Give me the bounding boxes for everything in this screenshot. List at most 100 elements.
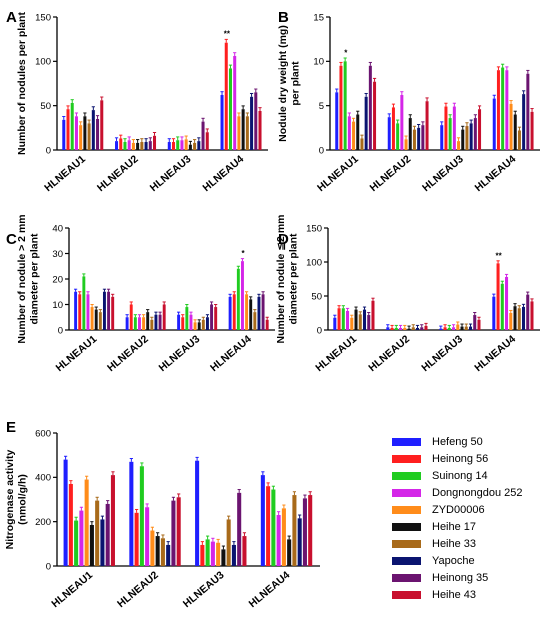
bar [133,317,137,330]
bar [138,317,141,330]
bar [371,300,375,330]
bar [241,261,244,330]
bar [245,294,249,330]
legend-swatch [392,506,421,514]
bar [131,142,135,150]
bar [177,314,181,330]
y-axis-label-line: Number of nodule ≦2 mm [275,215,287,344]
bar [110,475,115,566]
bar [465,126,469,150]
bar [205,539,210,566]
y-axis-label-line: (nmol/g/h) [17,474,29,525]
bar [197,322,201,330]
panel-letter-b: B [278,9,289,26]
bar [526,73,530,150]
bar [415,327,420,330]
bar [509,103,513,150]
bar [74,116,78,150]
bar [477,319,481,330]
bar [63,459,68,566]
bar [119,138,123,150]
y-axis-label: Number of nodule > 2 mmdiameter per plan… [16,214,41,343]
bar [452,327,456,330]
bar [421,125,425,150]
x-tick-label: HLNEAU4 [208,333,254,374]
bar [79,510,84,566]
bar [189,314,193,330]
bar [166,544,171,566]
bar [302,498,307,566]
x-tick-label: HLNEAU1 [313,333,359,374]
bar [228,296,232,330]
y-tick-label: 5 [319,101,324,112]
bar [216,542,221,566]
bar [142,317,146,330]
bar [200,544,205,566]
bar [258,110,262,150]
bar [464,326,468,330]
bar [237,116,241,150]
bar [79,125,83,150]
significance-mark: * [344,48,348,57]
legend-label: ZYD00006 [432,504,485,516]
bar [347,116,351,150]
bar [91,110,95,150]
y-tick-label: 0 [319,145,324,156]
bar [266,486,271,566]
bar [242,536,247,566]
chart-panel-b: 0 5 10 15 Nodule dry weight (mg)per plant HLN… [277,12,540,194]
bar [231,544,236,566]
bar [424,325,428,330]
x-tick-label: HLNEAU1 [315,153,361,194]
bar [287,539,292,566]
bar [360,138,364,150]
bar [125,317,129,330]
y-axis-label-line: per plant [290,61,302,106]
bar [249,299,253,330]
bar [522,94,526,150]
bar [500,283,504,330]
x-tick-label: HLNEAU3 [157,333,203,374]
bar [396,123,400,150]
bar [271,489,276,566]
bar [90,307,94,330]
bar [233,56,237,150]
bar [224,42,228,150]
bar [346,310,350,330]
y-tick-label: 0 [317,325,322,336]
bar [411,327,415,330]
bar [171,500,176,566]
legend-item-heihe-43: Heihe 43 [392,587,476,603]
bar [461,129,465,150]
bar [364,96,368,150]
bar [261,294,265,330]
chart-panel-d: 0 50 100 150 Number of nodule ≦2 mmdiameter … [275,215,540,374]
bar [358,314,362,330]
bar [66,109,70,150]
bar [123,142,127,150]
bar [150,319,154,330]
bar [403,327,407,330]
bar [232,294,236,330]
y-axis-label-line: diameter per plant [288,233,300,325]
bar [292,495,297,566]
y-tick-label: 0 [46,561,51,572]
bar [420,327,424,330]
bar [456,324,460,330]
bar [181,317,185,330]
y-axis-label-line: Nitrogenase activity [4,449,16,549]
bar [473,118,477,150]
bar [193,142,197,150]
bar [439,328,443,330]
y-tick-label: 50 [40,101,51,112]
legend-swatch [392,591,421,599]
legend-label: Suinong 14 [432,470,488,482]
bar [100,519,105,566]
y-axis-label-line: Number of nodules per plant [16,12,28,155]
bar [425,101,429,150]
legend-label: Hefeng 50 [432,436,483,448]
bar [386,327,390,330]
legend-swatch [392,489,421,497]
y-tick-label: 10 [52,300,63,311]
